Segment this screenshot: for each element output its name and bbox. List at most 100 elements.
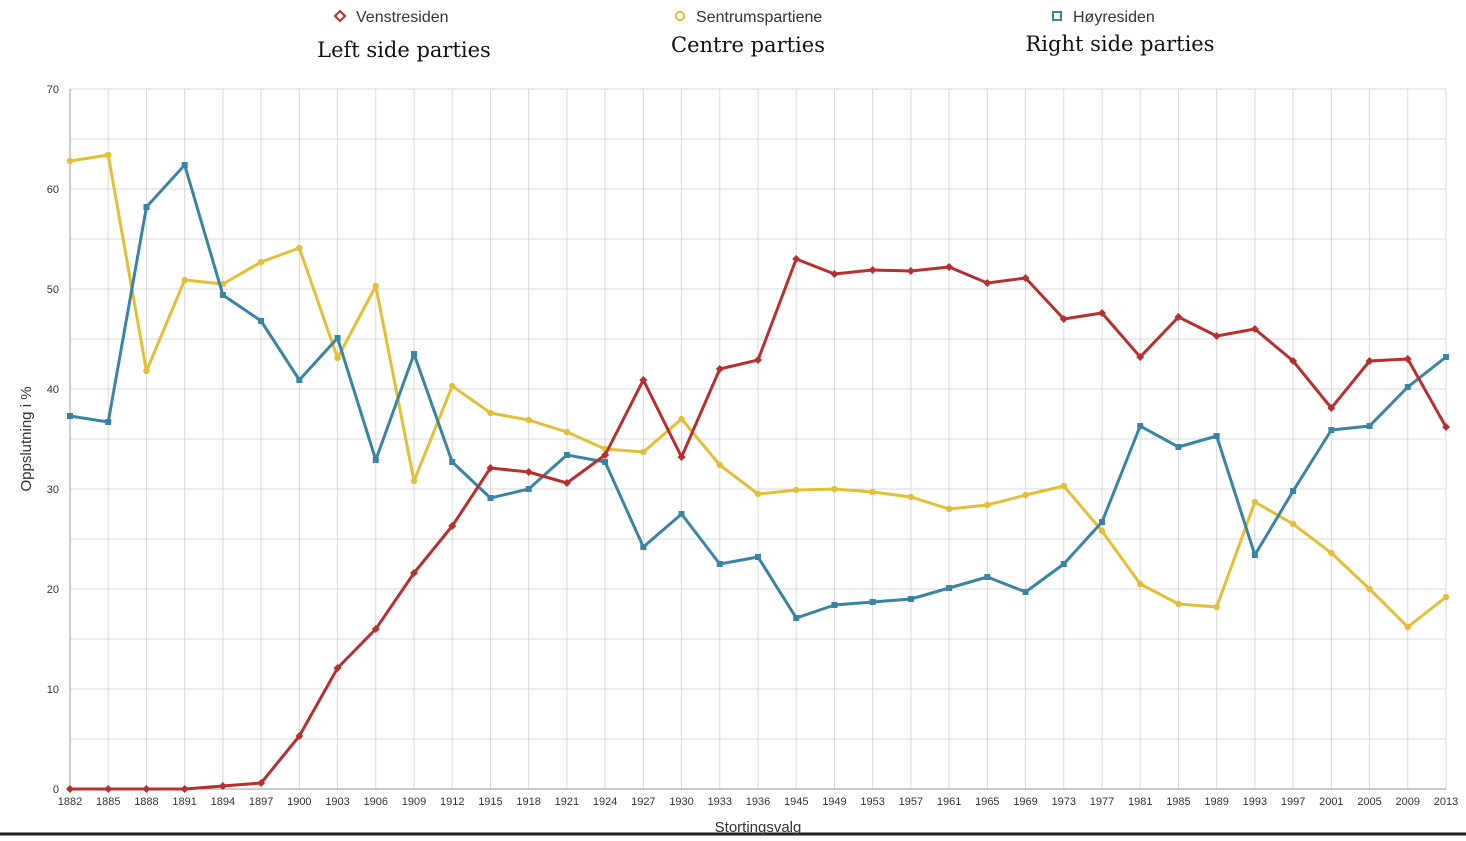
data-point-hoyre-1915: [487, 495, 494, 501]
x-axis-title: Stortingsvalg: [715, 819, 802, 836]
data-point-venstre-2005: [1365, 357, 1374, 365]
x-tick-label: 1965: [975, 796, 999, 808]
series-sentrum: [66, 151, 1450, 631]
data-point-sentrum-1927: [640, 448, 647, 456]
legend-translation-venstre: Left side parties: [317, 38, 491, 62]
legend-item-hoyre: Høyresiden Right side parties: [1025, 9, 1214, 56]
data-point-hoyre-1961: [946, 585, 953, 591]
x-tick-label: 2009: [1396, 796, 1420, 808]
data-point-sentrum-1989: [1213, 603, 1220, 611]
data-point-venstre-1933: [715, 365, 724, 373]
data-point-hoyre-1949: [831, 602, 838, 608]
x-tick-label: 1915: [478, 796, 502, 808]
data-point-venstre-1961: [945, 263, 954, 271]
data-point-hoyre-1997: [1290, 488, 1297, 494]
data-point-sentrum-1930: [678, 415, 685, 423]
data-point-sentrum-1921: [563, 428, 571, 436]
x-tick-label: 1918: [516, 796, 540, 808]
data-point-sentrum-1965: [984, 501, 991, 509]
data-point-hoyre-1993: [1251, 552, 1258, 558]
legend-label-venstre: Venstresiden: [356, 9, 449, 26]
legend-translation-sentrum: Centre parties: [671, 33, 825, 57]
data-point-hoyre-1882: [67, 413, 73, 419]
data-point-sentrum-1993: [1251, 498, 1259, 506]
x-tick-label: 2013: [1434, 796, 1458, 808]
series-hoyre: [67, 162, 1449, 621]
data-point-sentrum-1900: [296, 244, 303, 252]
data-point-venstre-1918: [524, 468, 533, 476]
y-tick-label: 20: [47, 584, 59, 596]
x-tick-label: 1924: [593, 796, 617, 808]
data-point-venstre-1882: [66, 785, 74, 793]
data-point-hoyre-1885: [105, 419, 112, 425]
x-tick-label: 1891: [172, 796, 196, 808]
data-point-hoyre-1981: [1137, 423, 1144, 429]
axes: 0 10 20 30 40 50 60 70 1882 1885 1888 1891 1894 1897 1…: [0, 84, 1466, 836]
data-point-sentrum-2001: [1328, 549, 1335, 557]
data-point-venstre-1945: [792, 255, 801, 263]
x-tick-label: 1957: [899, 796, 923, 808]
y-tick-label: 10: [47, 684, 59, 696]
x-tick-label: 1945: [784, 796, 808, 808]
data-point-venstre-1973: [1059, 315, 1068, 323]
data-point-sentrum-2005: [1366, 585, 1373, 593]
data-point-venstre-1949: [830, 270, 839, 278]
y-axis-title: Oppslutning i %: [18, 386, 35, 491]
x-tick-label: 1921: [555, 796, 579, 808]
x-tick-label: 1993: [1243, 796, 1267, 808]
data-point-hoyre-1888: [143, 204, 150, 210]
data-point-sentrum-1961: [945, 505, 953, 513]
x-tick-label: 1933: [708, 796, 732, 808]
data-point-hoyre-1953: [869, 599, 876, 605]
legend-label-hoyre: Høyresiden: [1073, 9, 1155, 26]
data-point-hoyre-1965: [984, 574, 991, 580]
data-point-sentrum-1973: [1060, 482, 1067, 490]
legend-item-venstre: Venstresiden Left side parties: [317, 9, 491, 62]
data-point-venstre-1927: [639, 376, 648, 384]
data-point-sentrum-1915: [487, 409, 494, 417]
data-point-venstre-1997: [1289, 357, 1298, 365]
data-point-sentrum-1882: [66, 157, 74, 165]
data-point-venstre-1912: [448, 522, 457, 530]
data-point-sentrum-1909: [410, 477, 418, 485]
x-tick-label: 1985: [1166, 796, 1190, 808]
data-point-hoyre-1918: [525, 486, 532, 492]
data-point-hoyre-1936: [755, 554, 761, 560]
data-point-sentrum-1977: [1098, 527, 1106, 535]
data-point-hoyre-1906: [372, 457, 379, 463]
y-tick-label: 60: [47, 184, 59, 196]
x-tick-label: 1973: [1052, 796, 1076, 808]
data-point-sentrum-1997: [1289, 520, 1297, 528]
data-point-sentrum-1969: [1022, 491, 1029, 499]
x-tick-label: 1930: [669, 796, 693, 808]
data-point-sentrum-1897: [257, 258, 265, 266]
data-point-hoyre-1969: [1022, 589, 1029, 595]
data-point-hoyre-1957: [907, 596, 914, 602]
y-tick-label: 50: [47, 284, 59, 296]
x-tick-label: 1936: [746, 796, 770, 808]
y-tick-label: 40: [47, 384, 59, 396]
y-tick-label: 70: [47, 84, 59, 96]
x-tick-label: 1961: [937, 796, 961, 808]
data-point-hoyre-1897: [258, 318, 265, 324]
x-tick-label: 1969: [1013, 796, 1037, 808]
data-point-venstre-1903: [333, 664, 342, 672]
data-point-venstre-1957: [906, 267, 915, 275]
data-point-venstre-1891: [180, 785, 189, 793]
data-point-venstre-1969: [1021, 274, 1030, 282]
data-point-sentrum-2009: [1404, 623, 1411, 631]
legend: Venstresiden Left side parties Sentrumspar…: [317, 9, 1214, 62]
data-point-hoyre-1903: [334, 335, 341, 341]
legend-translation-hoyre: Right side parties: [1025, 32, 1214, 56]
x-tick-label: 1909: [402, 796, 426, 808]
x-tick-label: 1900: [287, 796, 311, 808]
data-point-venstre-1909: [410, 569, 418, 577]
x-tick-label: 1882: [58, 796, 82, 808]
data-point-venstre-1894: [218, 782, 227, 790]
x-tick-label: 1897: [249, 796, 273, 808]
y-tick-label: 30: [47, 484, 59, 496]
data-point-hoyre-1977: [1099, 519, 1105, 525]
data-point-hoyre-1894: [219, 292, 226, 298]
